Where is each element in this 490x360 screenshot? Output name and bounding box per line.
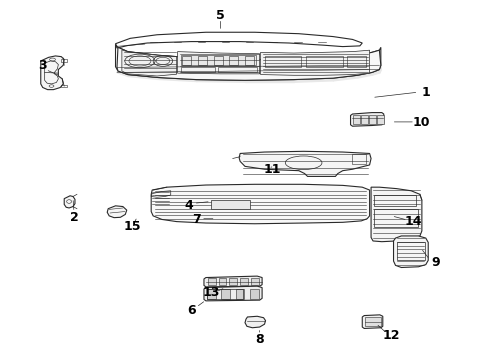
Text: 11: 11 <box>263 163 281 176</box>
Bar <box>180 67 215 72</box>
Polygon shape <box>151 184 369 224</box>
Text: 14: 14 <box>405 215 422 228</box>
Polygon shape <box>371 187 422 242</box>
Polygon shape <box>350 113 384 126</box>
Bar <box>211 200 250 209</box>
Polygon shape <box>204 276 262 287</box>
Bar <box>397 242 425 260</box>
Polygon shape <box>393 236 428 267</box>
Bar <box>61 85 67 87</box>
Polygon shape <box>245 316 266 328</box>
Bar <box>198 56 207 64</box>
Polygon shape <box>239 151 371 176</box>
Text: 5: 5 <box>216 9 225 22</box>
Bar <box>306 56 343 67</box>
Polygon shape <box>261 50 369 75</box>
Bar <box>265 56 301 67</box>
Bar <box>221 289 230 299</box>
Bar <box>240 278 248 285</box>
Bar <box>374 195 416 206</box>
Bar <box>229 56 238 64</box>
Polygon shape <box>41 56 64 90</box>
Bar <box>245 56 254 64</box>
Bar <box>182 56 191 64</box>
Text: 2: 2 <box>70 211 78 224</box>
Polygon shape <box>64 196 75 208</box>
Bar <box>369 116 376 124</box>
Text: 6: 6 <box>187 305 196 318</box>
Text: 9: 9 <box>431 256 440 269</box>
Text: 1: 1 <box>421 86 430 99</box>
Polygon shape <box>117 47 381 80</box>
Polygon shape <box>177 51 260 74</box>
Bar <box>377 116 384 124</box>
Bar <box>374 210 418 226</box>
Bar <box>250 289 259 299</box>
Bar <box>218 67 257 72</box>
Bar <box>346 56 366 67</box>
Polygon shape <box>107 206 127 218</box>
Text: 12: 12 <box>383 329 400 342</box>
Bar <box>352 154 366 164</box>
Text: 7: 7 <box>192 213 200 226</box>
Text: 15: 15 <box>124 220 142 233</box>
Bar <box>208 278 216 285</box>
Bar <box>353 116 360 124</box>
Bar <box>361 116 368 124</box>
Bar <box>219 278 226 285</box>
Bar <box>180 55 256 65</box>
Polygon shape <box>362 315 383 328</box>
Polygon shape <box>204 286 262 301</box>
Bar <box>229 278 237 285</box>
Bar <box>207 289 243 299</box>
Text: 8: 8 <box>255 333 264 346</box>
Text: 10: 10 <box>412 116 430 129</box>
Text: 13: 13 <box>202 287 220 300</box>
Text: 3: 3 <box>38 59 47 72</box>
Bar <box>214 56 222 64</box>
Bar <box>236 289 245 299</box>
Bar <box>207 289 216 299</box>
Bar <box>61 59 67 62</box>
Bar <box>365 317 381 326</box>
Polygon shape <box>122 50 176 76</box>
Text: 4: 4 <box>184 199 193 212</box>
Bar <box>251 278 259 285</box>
